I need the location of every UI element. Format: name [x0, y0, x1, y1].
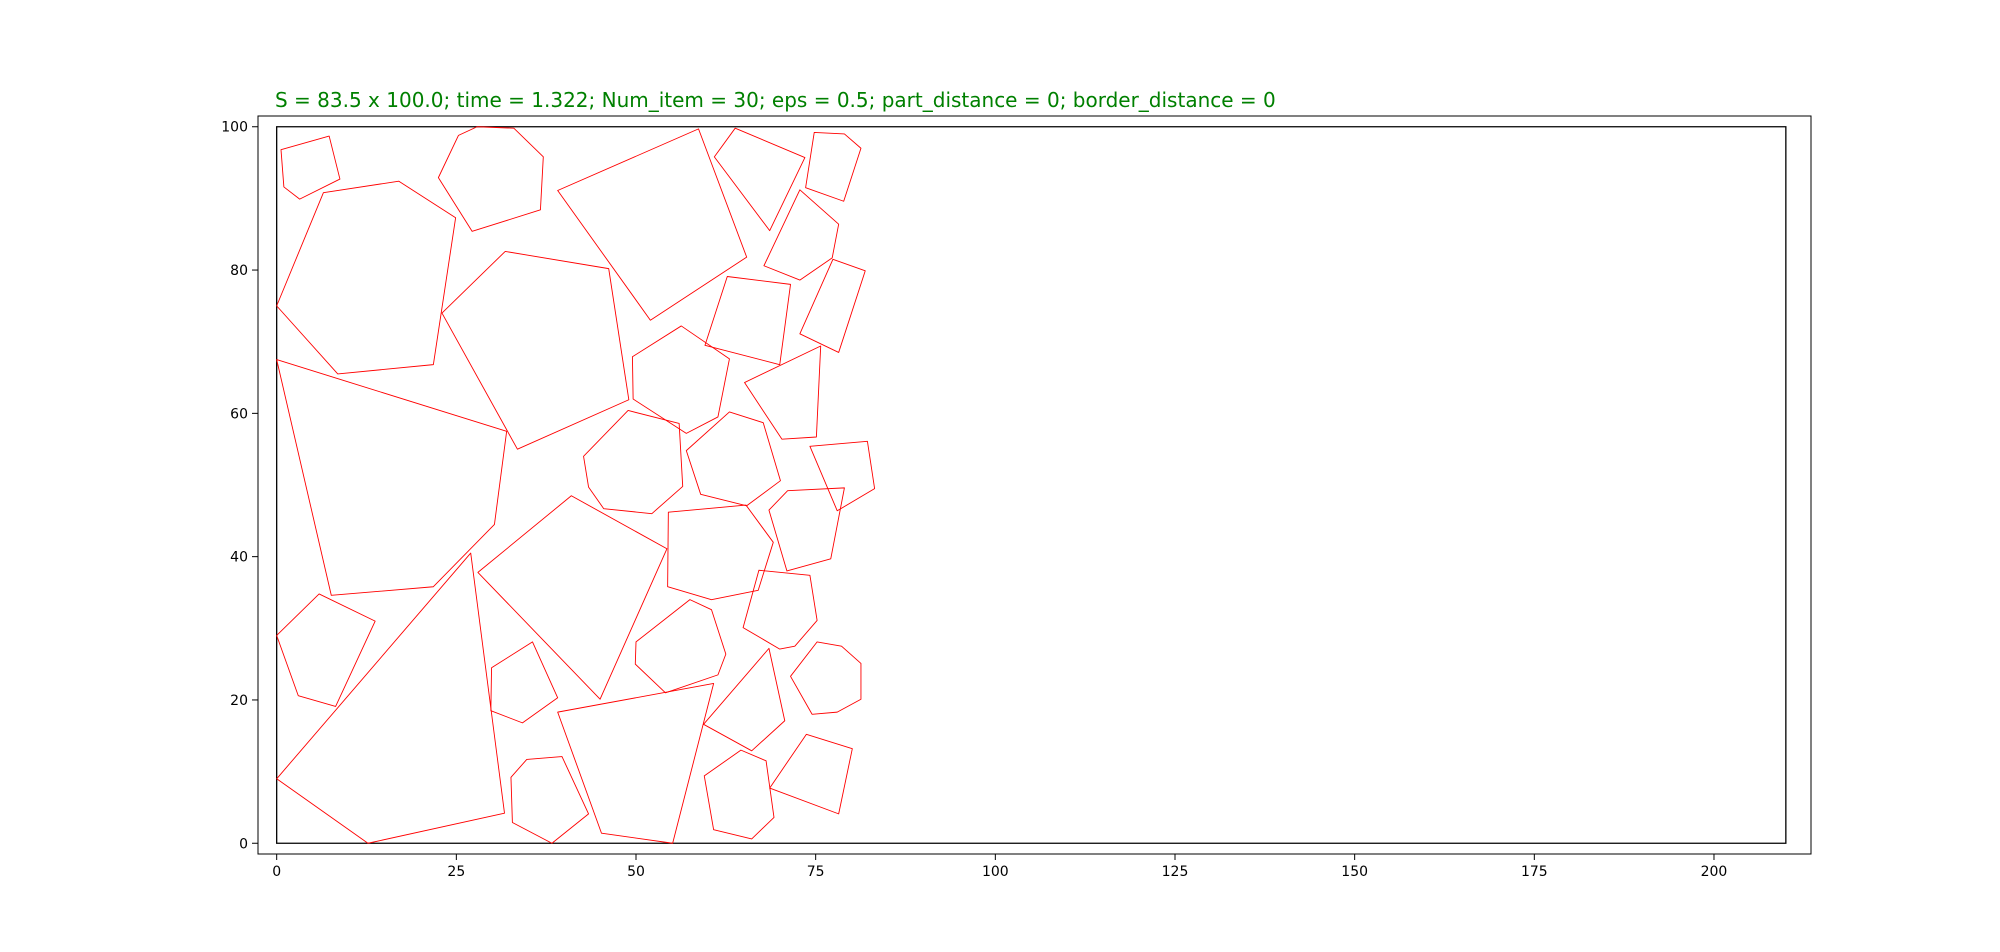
x-axis: 0 25 50 75 100 125 150 175 200 — [272, 854, 1727, 880]
packed-polygon-21 — [276, 552, 505, 844]
packed-polygon-20 — [276, 593, 376, 707]
packed-polygon-4 — [713, 127, 806, 232]
packed-polygon-12 — [276, 359, 508, 596]
x-tick-label: 25 — [447, 864, 465, 880]
packed-polygon-30 — [769, 733, 853, 815]
x-tick-label: 125 — [1162, 864, 1189, 880]
y-tick-label: 40 — [230, 550, 248, 566]
x-tick-label: 175 — [1521, 864, 1548, 880]
y-tick-label: 80 — [230, 263, 248, 279]
packed-polygon-23 — [634, 599, 727, 694]
packed-polygon-29 — [703, 749, 775, 840]
packed-polygon-22 — [742, 569, 818, 650]
packed-polygon-28 — [510, 756, 590, 844]
packed-polygon-17 — [477, 495, 668, 700]
x-tick-label: 100 — [982, 864, 1009, 880]
y-tick-label: 0 — [239, 836, 248, 852]
x-tick-label: 200 — [1701, 864, 1728, 880]
packed-polygon-5 — [805, 132, 862, 202]
packed-polygon-2 — [437, 126, 544, 232]
y-tick-label: 60 — [230, 406, 248, 422]
axes-frame — [257, 115, 1812, 855]
y-tick-label: 20 — [230, 693, 248, 709]
packed-polygon-27 — [557, 683, 715, 844]
packed-polygon-25 — [790, 641, 862, 715]
packed-polygon-3 — [557, 128, 748, 321]
x-tick-label: 0 — [272, 864, 281, 880]
packed-polygon-18 — [768, 487, 845, 572]
packed-polygon-6 — [276, 180, 457, 375]
packed-polygon-10 — [704, 276, 791, 366]
packed-polygon-24 — [490, 641, 559, 724]
x-tick-label: 75 — [807, 864, 825, 880]
packed-polygon-15 — [685, 411, 781, 507]
packed-polygon-19 — [667, 504, 774, 601]
polygon-layer — [276, 126, 876, 844]
chart-title: S = 83.5 x 100.0; time = 1.322; Num_item… — [275, 88, 1276, 112]
packed-polygon-13 — [744, 345, 822, 440]
x-tick-label: 150 — [1341, 864, 1368, 880]
container-layer — [276, 126, 1787, 844]
y-axis: 0 20 40 60 80 100 — [221, 120, 258, 852]
packed-polygon-14 — [583, 410, 684, 515]
x-tick-label: 50 — [627, 864, 645, 880]
packed-polygon-16 — [809, 440, 876, 512]
packed-polygon-7 — [763, 189, 840, 281]
container-boundary — [276, 126, 1787, 844]
packed-polygon-11 — [631, 325, 730, 434]
packed-polygon-26 — [703, 647, 786, 752]
packed-polygon-9 — [799, 258, 866, 353]
y-tick-label: 100 — [221, 120, 248, 136]
packed-polygon-8 — [441, 250, 630, 450]
packed-polygon-1 — [280, 135, 341, 200]
